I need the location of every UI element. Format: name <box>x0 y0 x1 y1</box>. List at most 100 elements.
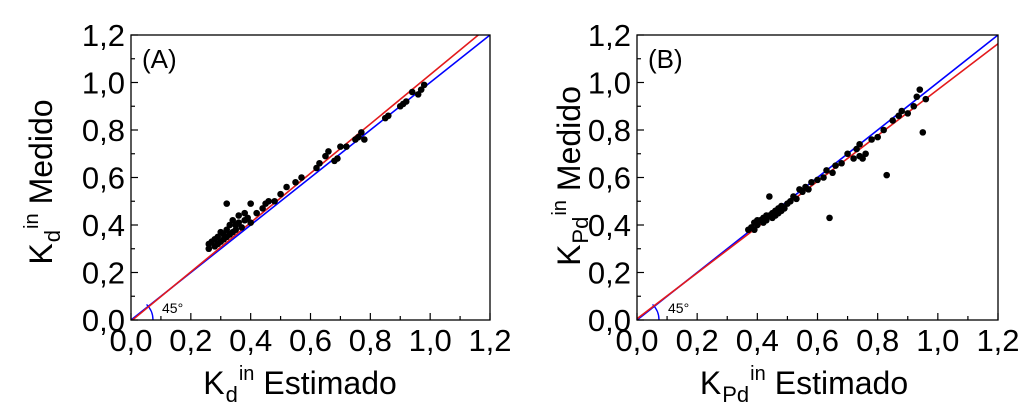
y-axis-title-sub: d <box>40 230 65 242</box>
data-point <box>781 205 788 212</box>
line-group <box>131 35 490 320</box>
x-tick-label: 0,2 <box>169 323 212 358</box>
x-axis-title-text: Estimado <box>263 365 396 401</box>
data-point <box>889 117 897 124</box>
data-point <box>895 112 903 120</box>
panel-label: (B) <box>648 44 683 74</box>
y-axis-title: Kdin Medido <box>21 99 65 264</box>
data-point <box>880 126 887 134</box>
data-point <box>823 167 830 174</box>
data-point <box>844 150 851 158</box>
y-tick-label: 1,0 <box>82 66 125 101</box>
x-axis-title-sub: Pd <box>722 382 749 407</box>
y-tick-label: 0,2 <box>588 256 631 291</box>
x-tick-label: 0,0 <box>615 323 658 358</box>
y-tick-label: 0,0 <box>588 303 631 338</box>
regression-line <box>131 35 480 320</box>
x-tick-label: 1,2 <box>976 323 1019 358</box>
data-point <box>859 155 866 162</box>
y-tick-label: 1,0 <box>588 66 631 101</box>
x-tick-label: 0,8 <box>856 323 899 358</box>
x-axis-title-text: Estimado <box>775 365 908 401</box>
data-point <box>793 195 800 203</box>
panel-label: (A) <box>142 44 177 74</box>
data-point <box>910 102 918 110</box>
x-tick-label: 0,6 <box>796 323 839 358</box>
x-axis-title-sub: d <box>226 382 238 407</box>
x-tick-label: 0,2 <box>676 323 719 358</box>
y-tick-label: 0,0 <box>82 303 125 338</box>
x-axis-title-symbol: K <box>700 365 721 401</box>
data-point <box>384 112 392 120</box>
x-axis-title-sup: in <box>239 363 255 385</box>
data-point <box>313 164 320 172</box>
x-tick-label: 0,4 <box>736 323 779 358</box>
y-tick-label: 0,8 <box>588 113 631 148</box>
data-point <box>232 226 240 234</box>
data-point <box>343 143 350 150</box>
data-point <box>898 107 906 115</box>
data-point <box>322 152 329 160</box>
data-point <box>259 205 266 212</box>
data-point <box>763 216 770 224</box>
data-point <box>298 174 305 181</box>
x-axis-title: Kdin Estimado <box>203 363 397 407</box>
y-axis-title-symbol: K <box>23 243 59 264</box>
chart-panel-b: 45° 0,0 0,2 0,4 0,6 0,8 1,0 1,2 0,0 0,2 0,4 0,6 0,8 1… <box>549 18 1020 407</box>
data-point <box>235 219 242 226</box>
y-tick-label: 0,6 <box>588 161 631 196</box>
data-point <box>829 169 836 177</box>
data-point <box>787 197 794 205</box>
data-point <box>808 178 815 186</box>
x-tick-label: 1,0 <box>916 323 959 358</box>
data-point <box>832 162 839 169</box>
data-point <box>244 214 251 222</box>
data-point <box>904 110 912 117</box>
data-point <box>247 200 254 207</box>
data-point <box>799 188 806 196</box>
y-axis-title-sup: in <box>21 213 43 229</box>
y-tick-label: 0,8 <box>82 113 125 148</box>
x-axis-title-symbol: K <box>203 365 224 401</box>
data-point <box>229 216 237 224</box>
data-point <box>862 150 869 158</box>
y-axis-title-text: Medido <box>551 86 587 191</box>
data-point <box>214 233 222 241</box>
y-tick-label: 1,2 <box>82 18 125 53</box>
data-point <box>805 186 812 193</box>
data-point <box>850 155 857 162</box>
data-point <box>414 91 422 98</box>
data-point <box>223 200 231 207</box>
data-point <box>420 81 428 89</box>
data-point <box>820 174 827 181</box>
y-axis-title-symbol: K <box>551 245 587 266</box>
data-point <box>853 145 860 153</box>
data-point <box>913 93 921 101</box>
data-point <box>325 148 332 155</box>
data-point <box>247 219 254 226</box>
plot-frame <box>636 34 999 321</box>
data-point <box>238 224 245 231</box>
y-tick-label: 0,4 <box>588 208 631 243</box>
data-point <box>754 221 761 229</box>
data-point <box>355 133 362 141</box>
plot-frame <box>130 34 491 321</box>
data-point <box>417 86 425 93</box>
y-tick-label: 0,4 <box>82 208 125 243</box>
x-tick-label: 0,0 <box>109 323 152 358</box>
data-point <box>838 159 845 167</box>
y-axis-title-sub: Pd <box>568 217 593 244</box>
data-point <box>361 136 368 143</box>
data-point <box>235 212 242 219</box>
data-point <box>883 171 890 179</box>
data-point <box>916 86 924 93</box>
data-point <box>358 129 365 136</box>
angle-label: 45° <box>162 300 183 316</box>
data-point <box>265 197 272 205</box>
data-point <box>241 209 248 217</box>
data-point <box>337 143 344 150</box>
angle-label: 45° <box>668 300 689 316</box>
y-axis-title-sup: in <box>549 200 571 216</box>
x-tick-label: 0,8 <box>349 323 392 358</box>
